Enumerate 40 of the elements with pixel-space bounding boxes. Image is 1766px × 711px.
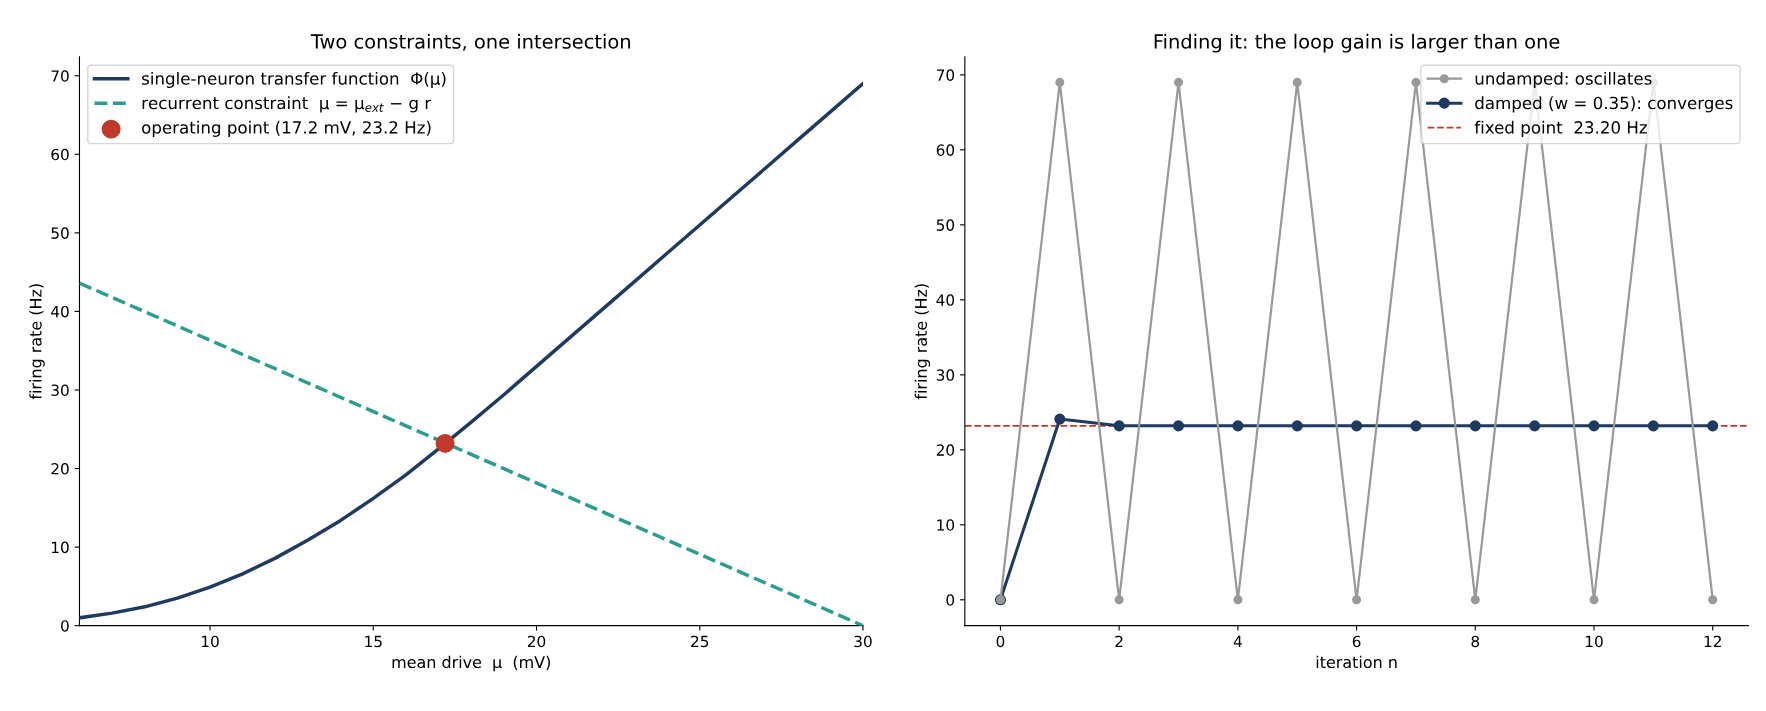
x-tick-label: 30: [854, 635, 872, 648]
legend-label: recurrent constraint μ = μ$_{ext}$ − g r: [142, 96, 432, 113]
y-axis-title: firing rate (Hz): [29, 284, 45, 400]
y-tick-label: 70: [936, 69, 955, 81]
x-axis-title: mean drive μ (mV): [392, 655, 550, 672]
y-tick-label: 30: [51, 384, 69, 397]
y-tick-label: 0: [946, 594, 955, 606]
y-tick-label: 40: [936, 294, 955, 306]
y-tick-label: 40: [51, 305, 69, 318]
legend-label: undamped: oscillates: [1475, 71, 1652, 89]
x-tick-label: 12: [1704, 635, 1721, 648]
legend-label: fixed point 23.20 Hz: [1474, 120, 1647, 137]
x-tick-label: 10: [1585, 635, 1603, 648]
y-tick-label: 30: [936, 369, 955, 381]
y-tick-label: 20: [51, 463, 69, 475]
x-tick-label: 25: [691, 635, 709, 648]
y-tick-label: 50: [51, 227, 69, 239]
y-tick-label: 50: [936, 219, 955, 231]
legend-label: single-neuron transfer function Φ(μ): [142, 71, 446, 89]
y-axis-title: firing rate (Hz): [914, 284, 931, 400]
x-tick-label: 6: [1352, 635, 1361, 648]
y-tick-label: 20: [936, 444, 955, 456]
x-tick-label: 0: [996, 635, 1005, 648]
x-tick-label: 8: [1471, 635, 1480, 648]
x-tick-label: 4: [1233, 635, 1242, 648]
x-tick-label: 15: [365, 635, 382, 648]
x-axis-title: iteration n: [1316, 655, 1397, 669]
y-tick-label: 60: [936, 144, 955, 156]
chart-title: Finding it: the loop gain is larger than one: [1154, 33, 1560, 53]
y-tick-label: 70: [51, 70, 69, 82]
legend-label: damped (w = 0.35): converges: [1475, 96, 1733, 113]
legend-label: operating point (17.2 mV, 23.2 Hz): [142, 120, 431, 137]
y-tick-label: 10: [51, 541, 69, 554]
y-tick-label: 0: [61, 620, 69, 632]
x-tick-label: 2: [1115, 635, 1123, 648]
y-tick-label: 60: [51, 148, 69, 161]
x-tick-label: 20: [527, 635, 546, 648]
x-tick-label: 10: [202, 635, 219, 648]
chart-title: Two constraints, one intersection: [310, 33, 630, 51]
y-tick-label: 10: [937, 519, 955, 531]
